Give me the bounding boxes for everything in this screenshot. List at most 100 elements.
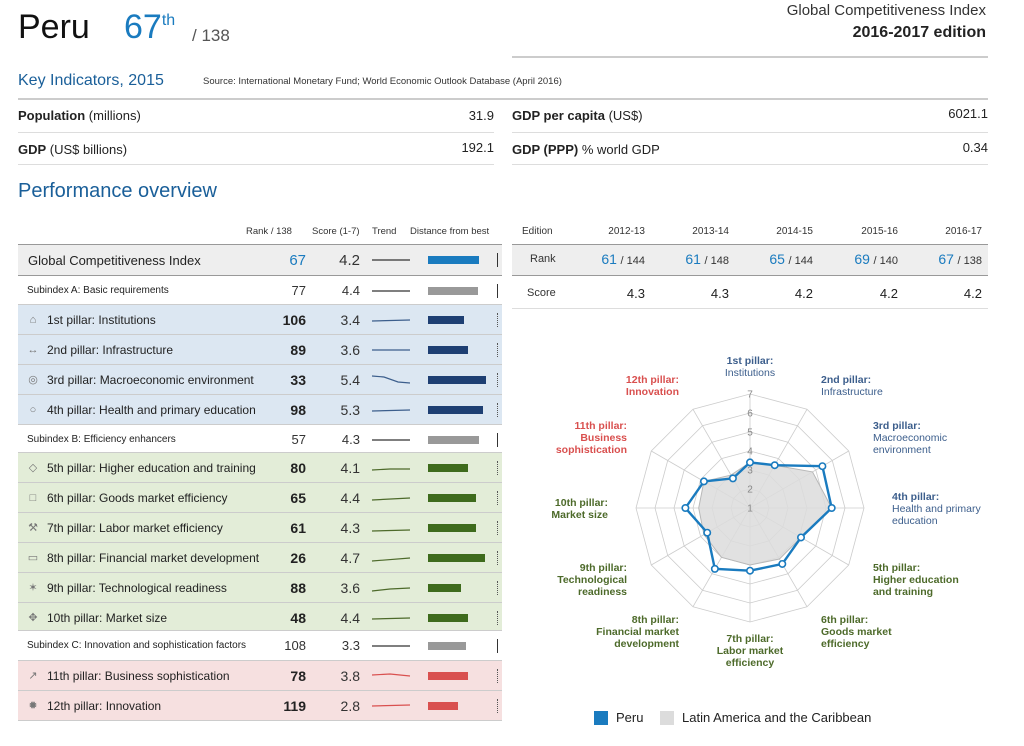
distance-fill xyxy=(428,554,485,562)
distance-fill xyxy=(428,584,461,592)
distance-best-marker xyxy=(497,581,498,595)
overall-rank: 67th xyxy=(124,8,175,47)
radar-axis-label: 4th pillar: xyxy=(892,491,939,503)
series-peru-point xyxy=(728,474,737,483)
radar-axis-label: 2nd pillar: xyxy=(821,374,871,386)
graduation-cap-icon: ◇ xyxy=(28,462,38,474)
distance-fill xyxy=(428,464,468,472)
legend-label-region: Latin America and the Caribbean xyxy=(682,710,872,725)
row-score: 3.6 xyxy=(340,580,360,596)
radar-axis-label: Macroeconomic xyxy=(873,432,947,444)
radar-axis-label: Health and primary xyxy=(892,503,981,515)
radar-axis-label: Infrastructure xyxy=(821,386,883,398)
row-trend-sparkline xyxy=(371,468,410,471)
distance-fill xyxy=(428,494,476,502)
series-peru-point xyxy=(746,458,755,467)
distance-best-marker xyxy=(497,699,498,713)
row-label: 3rd pillar: Macroeconomic environment xyxy=(47,373,254,387)
row-trend-sparkline xyxy=(371,704,411,707)
edition-label: 2016-2017 edition xyxy=(852,24,986,41)
performance-row: ✶ 9th pillar: Technological readiness 88 3.… xyxy=(18,573,502,603)
row-distance-bar xyxy=(428,551,498,565)
building-icon: ⌂ xyxy=(29,314,37,326)
indicator-gdp-per-capita-value: 6021.1 xyxy=(948,106,988,121)
row-label: Subindex C: Innovation and sophisticatio… xyxy=(27,640,247,651)
distance-fill xyxy=(428,524,476,532)
radar-axis-label: Technological xyxy=(557,574,627,586)
row-rank: 65 xyxy=(290,490,306,506)
row-score: 4.3 xyxy=(340,520,360,536)
radar-axis-label: Market size xyxy=(551,509,608,521)
row-trend-sparkline xyxy=(372,439,410,441)
col-header-distance: Distance from best xyxy=(410,226,490,237)
performance-row: Subindex C: Innovation and sophisticatio… xyxy=(18,631,502,661)
radar-axis-label: efficiency xyxy=(726,657,775,669)
row-score: 3.4 xyxy=(340,312,360,328)
row-score: 4.3 xyxy=(341,432,360,447)
series-peru-point xyxy=(710,564,719,573)
distance-best-marker xyxy=(497,461,498,475)
edition-rank-value: 61 xyxy=(601,251,617,267)
row-distance-bar xyxy=(428,491,498,505)
distance-best-marker xyxy=(497,313,498,327)
edition-score-label: Score xyxy=(527,287,556,299)
row-rank: 77 xyxy=(291,283,306,298)
radar-axis-label: development xyxy=(614,638,679,650)
box-icon: □ xyxy=(29,492,37,504)
edition-score-cell: 4.2 xyxy=(879,286,898,301)
performance-row: Global Competitiveness Index 67 4.2 xyxy=(18,244,502,276)
row-score: 5.4 xyxy=(340,372,360,388)
row-distance-bar xyxy=(428,669,498,683)
row-rank: 48 xyxy=(290,610,306,626)
edition-rank-total: / 148 xyxy=(704,255,729,267)
row-distance-bar xyxy=(428,253,498,267)
indicator-divider xyxy=(512,132,988,133)
row-score: 4.4 xyxy=(340,610,360,626)
row-label: Global Competitiveness Index xyxy=(28,253,201,268)
edition-score-cell: 4.3 xyxy=(626,286,645,301)
bank-card-icon: ▭ xyxy=(27,552,39,564)
edition-rank-value: 69 xyxy=(854,251,870,267)
country-name: Peru xyxy=(18,8,90,46)
col-header-rank: Rank / 138 xyxy=(246,226,292,237)
apple-icon: ○ xyxy=(29,404,37,416)
edition-column-header: 2016-17 xyxy=(945,226,982,237)
edition-score-cell: 4.2 xyxy=(794,286,813,301)
key-indicators-title: Key Indicators, 2015 xyxy=(18,72,164,89)
radar-tick-label: 6 xyxy=(747,409,753,420)
distance-best-marker xyxy=(497,403,498,417)
edition-column-header: 2012-13 xyxy=(608,226,645,237)
indicator-population-value: 31.9 xyxy=(468,108,494,123)
row-score: 4.7 xyxy=(340,550,360,566)
row-score: 2.8 xyxy=(340,698,360,714)
row-trend-sparkline xyxy=(371,319,411,322)
row-distance-bar xyxy=(428,699,498,713)
radar-axis-label: sophistication xyxy=(556,444,627,456)
indicator-divider xyxy=(512,164,988,165)
edition-rank-value: 65 xyxy=(769,251,785,267)
row-label: 12th pillar: Innovation xyxy=(47,699,162,713)
row-score: 4.2 xyxy=(339,252,360,269)
radar-axis-label: readiness xyxy=(578,586,627,598)
col-header-trend: Trend xyxy=(372,226,397,237)
performance-row: ◇ 5th pillar: Higher education and traini… xyxy=(18,453,502,483)
series-peru-point xyxy=(703,528,712,537)
edition-rank-label: Rank xyxy=(530,253,556,265)
radar-axis-label: Higher education xyxy=(873,574,959,586)
distance-best-marker xyxy=(497,639,498,653)
distance-best-marker xyxy=(497,284,498,298)
edition-column-header: 2013-14 xyxy=(692,226,729,237)
radar-tick-label: 5 xyxy=(747,428,753,439)
row-rank: 89 xyxy=(290,342,306,358)
row-distance-bar xyxy=(428,581,498,595)
row-distance-bar xyxy=(428,461,498,475)
radar-axis-label: 7th pillar: xyxy=(726,633,773,645)
series-peru-point xyxy=(778,559,787,568)
row-distance-bar xyxy=(428,313,498,327)
distance-best-marker xyxy=(497,343,498,357)
coins-icon: ◎ xyxy=(28,374,38,386)
radar-axis-label: Innovation xyxy=(626,386,679,398)
performance-row: Subindex B: Efficiency enhancers 57 4.3 xyxy=(18,425,502,453)
key-indicators-source: Source: International Monetary Fund; Wor… xyxy=(203,76,562,87)
radar-axis-label: 10th pillar: xyxy=(555,497,608,509)
